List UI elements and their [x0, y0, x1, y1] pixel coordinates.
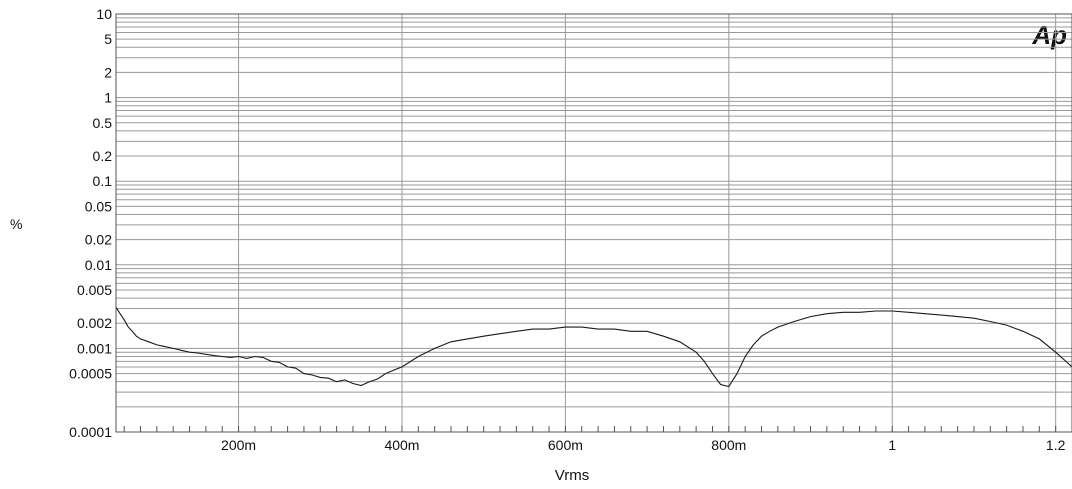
y-tick-label: 0.001 [77, 340, 112, 356]
x-tick-label: 200m [221, 437, 256, 453]
y-tick-label: 10 [96, 6, 112, 22]
x-tick-labels: 200m 400m 600m 800m 1 1.2 [221, 437, 1066, 453]
x-axis-label: Vrms [555, 467, 589, 484]
x-tick-label: 800m [711, 437, 746, 453]
ap-logo: Ap [1031, 20, 1067, 50]
y-tick-label: 5 [104, 31, 112, 47]
y-tick-label: 0.5 [93, 115, 113, 131]
x-tick-label: 400m [384, 437, 419, 453]
y-tick-label: 0.05 [85, 198, 112, 214]
y-tick-label: 0.2 [93, 148, 113, 164]
y-tick-label: 2 [104, 64, 112, 80]
y-tick-label: 0.005 [77, 282, 112, 298]
y-tick-label: 0.0001 [69, 424, 112, 440]
y-tick-label: 1 [104, 90, 112, 106]
y-axis-label: % [10, 216, 22, 232]
x-tick-label: 1 [888, 437, 896, 453]
x-minor-ticks [123, 426, 1072, 432]
y-tick-label: 0.1 [93, 173, 113, 189]
y-tick-labels: 10 5 2 1 0.5 0.2 0.1 0.05 0.02 0.01 0.005 0.002 0.00… [69, 6, 112, 440]
y-tick-label: 0.002 [77, 315, 112, 331]
y-tick-label: 0.0005 [69, 366, 112, 382]
x-tick-label: 600m [548, 437, 583, 453]
x-tick-label: 1.2 [1046, 437, 1066, 453]
plot-frame [115, 13, 1072, 433]
y-tick-label: 0.01 [85, 257, 112, 273]
grid [116, 14, 1072, 433]
y-tick-label: 0.02 [85, 232, 112, 248]
thd-curve [115, 307, 1072, 388]
